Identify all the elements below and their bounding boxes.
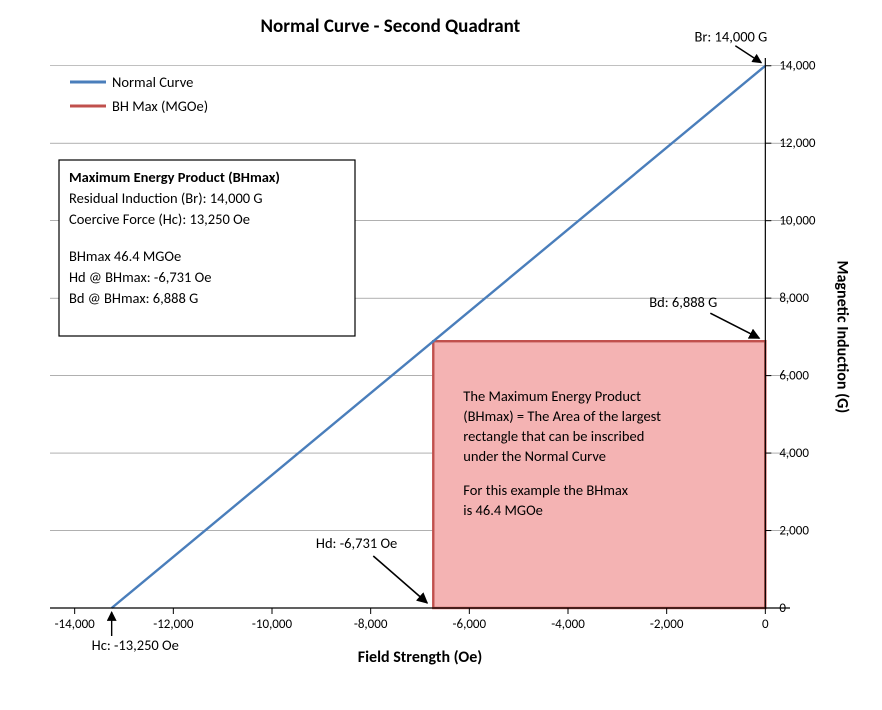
y-tick-label: 6,000 bbox=[779, 369, 809, 384]
br-arrow bbox=[735, 46, 761, 63]
info-box-line: Residual Induction (Br): 14,000 G bbox=[69, 189, 263, 207]
hd-label: Hd: -6,731 Oe bbox=[316, 534, 397, 552]
chart-title: Normal Curve - Second Quadrant bbox=[261, 15, 521, 38]
x-tick-label: -8,000 bbox=[354, 617, 388, 632]
x-tick-label: -4,000 bbox=[551, 617, 585, 632]
info-box-title: Maximum Energy Product (BHmax) bbox=[69, 168, 280, 186]
y-tick-label: 8,000 bbox=[779, 291, 809, 306]
hd-arrow bbox=[373, 556, 427, 603]
info-box-line: Hd @ BHmax: -6,731 Oe bbox=[69, 268, 211, 286]
bhmax-rectangle bbox=[433, 341, 765, 608]
bd-arrow bbox=[710, 313, 759, 338]
legend-label: BH Max (MGOe) bbox=[112, 97, 208, 115]
rect-text-line: (BHmax) = The Area of the largest bbox=[463, 407, 661, 425]
x-tick-label: -14,000 bbox=[55, 617, 96, 632]
x-tick-label: -12,000 bbox=[153, 617, 194, 632]
bd-label: Bd: 6,888 G bbox=[649, 293, 717, 311]
br-label: Br: 14,000 G bbox=[694, 28, 767, 46]
rect-text-line: is 46.4 MGOe bbox=[463, 501, 543, 519]
y-tick-label: 10,000 bbox=[779, 214, 816, 229]
y-tick-label: 4,000 bbox=[779, 446, 809, 461]
bh-curve-chart: Normal Curve - Second Quadrant -14,000 -12… bbox=[10, 10, 872, 700]
rect-text-line: under the Normal Curve bbox=[463, 447, 606, 465]
info-box-line: Bd @ BHmax: 6,888 G bbox=[69, 289, 198, 307]
x-tick-label: -6,000 bbox=[453, 617, 487, 632]
rect-text-line: The Maximum Energy Product bbox=[463, 387, 641, 405]
y-tick-label: 0 bbox=[779, 601, 786, 616]
rect-text-line: rectangle that can be inscribed bbox=[463, 427, 644, 445]
legend-label: Normal Curve bbox=[112, 73, 193, 91]
info-box-line: Coercive Force (Hc): 13,250 Oe bbox=[69, 210, 250, 228]
y-axis-label: Magnetic Induction (G) bbox=[832, 261, 851, 414]
y-tick-label: 2,000 bbox=[779, 524, 809, 539]
y-tick-label: 14,000 bbox=[779, 59, 816, 74]
rect-text-line: For this example the BHmax bbox=[463, 481, 628, 499]
hc-label: Hc: -13,250 Oe bbox=[92, 636, 179, 654]
x-axis-label: Field Strength (Oe) bbox=[358, 648, 483, 667]
x-tick-label: -2,000 bbox=[650, 617, 684, 632]
x-tick-label: 0 bbox=[762, 617, 769, 632]
chart-container: Normal Curve - Second Quadrant -14,000 -12… bbox=[10, 10, 872, 700]
info-box-line: BHmax 46.4 MGOe bbox=[69, 247, 181, 265]
y-tick-label: 12,000 bbox=[779, 136, 816, 151]
x-tick-label: -10,000 bbox=[252, 617, 293, 632]
